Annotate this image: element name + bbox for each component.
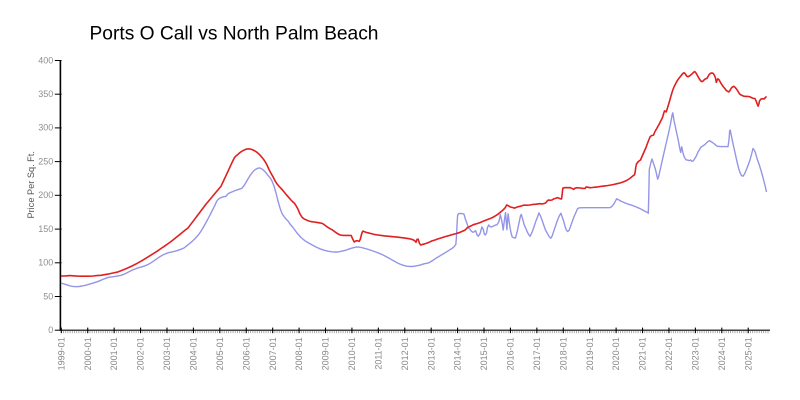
svg-text:2004-01: 2004-01 [189,337,199,370]
svg-text:300: 300 [38,123,53,133]
svg-text:2019-01: 2019-01 [585,337,595,370]
svg-text:2014-01: 2014-01 [453,337,463,370]
svg-text:200: 200 [38,190,53,200]
svg-text:2007-01: 2007-01 [268,337,278,370]
svg-text:2008-01: 2008-01 [294,337,304,370]
svg-text:2009-01: 2009-01 [321,337,331,370]
svg-text:350: 350 [38,89,53,99]
svg-text:2020-01: 2020-01 [611,337,621,370]
svg-text:250: 250 [38,156,53,166]
svg-text:2010-01: 2010-01 [347,337,357,370]
svg-text:2003-01: 2003-01 [162,337,172,370]
svg-text:2017-01: 2017-01 [532,337,542,370]
svg-text:2011-01: 2011-01 [373,337,383,369]
svg-text:2002-01: 2002-01 [136,337,146,370]
svg-text:2005-01: 2005-01 [215,337,225,370]
svg-text:2024-01: 2024-01 [717,337,727,370]
svg-text:2023-01: 2023-01 [690,337,700,370]
svg-text:2015-01: 2015-01 [479,337,489,370]
svg-text:1999-01: 1999-01 [56,337,66,370]
svg-text:100: 100 [38,258,53,268]
svg-text:Price Per Sq. Ft.: Price Per Sq. Ft. [26,151,36,218]
svg-text:0: 0 [48,325,53,335]
svg-text:2016-01: 2016-01 [506,337,516,370]
svg-text:2006-01: 2006-01 [241,337,251,370]
svg-text:2001-01: 2001-01 [109,337,119,370]
svg-text:2022-01: 2022-01 [664,337,674,370]
svg-text:2018-01: 2018-01 [558,337,568,370]
svg-text:2013-01: 2013-01 [426,337,436,370]
svg-text:2025-01: 2025-01 [743,337,753,370]
svg-text:2021-01: 2021-01 [638,337,648,370]
svg-text:150: 150 [38,224,53,234]
svg-text:2012-01: 2012-01 [400,337,410,370]
svg-text:Ports O Call vs North Palm Bea: Ports O Call vs North Palm Beach [90,24,379,45]
svg-text:400: 400 [38,55,53,65]
svg-text:2000-01: 2000-01 [83,337,93,370]
svg-text:50: 50 [43,291,53,301]
